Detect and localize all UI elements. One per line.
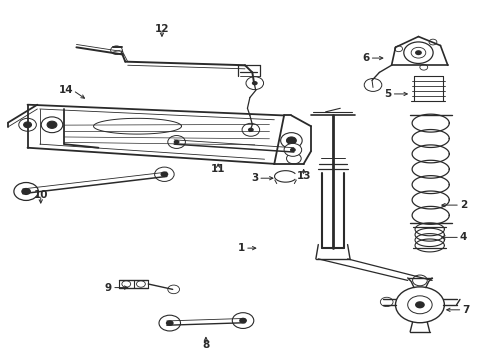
Circle shape	[248, 128, 254, 132]
Circle shape	[252, 81, 258, 85]
Text: 11: 11	[211, 164, 225, 174]
Circle shape	[166, 320, 173, 326]
Circle shape	[24, 122, 31, 128]
Circle shape	[429, 39, 437, 45]
Circle shape	[168, 285, 179, 294]
Text: 1: 1	[238, 243, 245, 253]
Circle shape	[290, 148, 296, 152]
Circle shape	[246, 77, 264, 90]
Circle shape	[415, 50, 422, 55]
Circle shape	[380, 297, 393, 307]
Circle shape	[137, 281, 146, 287]
Circle shape	[364, 78, 382, 91]
Circle shape	[232, 313, 254, 328]
Circle shape	[287, 153, 301, 164]
Circle shape	[408, 296, 432, 314]
Circle shape	[19, 118, 36, 131]
Circle shape	[395, 46, 403, 52]
Circle shape	[21, 188, 31, 195]
Circle shape	[160, 171, 168, 177]
Text: 4: 4	[460, 232, 467, 242]
Text: 6: 6	[362, 53, 369, 63]
Circle shape	[41, 117, 63, 133]
Circle shape	[239, 318, 247, 323]
Circle shape	[411, 47, 426, 58]
Circle shape	[287, 137, 296, 144]
Circle shape	[14, 183, 38, 201]
Text: 12: 12	[155, 24, 169, 35]
Text: 7: 7	[463, 305, 470, 315]
Text: 14: 14	[58, 85, 73, 95]
Circle shape	[413, 275, 427, 286]
Circle shape	[284, 143, 302, 156]
Text: 8: 8	[202, 340, 210, 350]
Text: 9: 9	[105, 283, 112, 293]
Circle shape	[281, 133, 302, 148]
Text: 3: 3	[251, 173, 258, 183]
Circle shape	[155, 167, 174, 181]
Circle shape	[168, 135, 185, 148]
Circle shape	[111, 46, 122, 54]
Circle shape	[420, 64, 428, 70]
Circle shape	[173, 140, 179, 144]
Circle shape	[415, 301, 425, 309]
Text: 10: 10	[33, 190, 48, 200]
Text: 2: 2	[460, 200, 467, 210]
Circle shape	[159, 315, 180, 331]
Circle shape	[242, 123, 260, 136]
Circle shape	[404, 42, 433, 63]
Circle shape	[395, 287, 444, 323]
Text: 5: 5	[384, 89, 392, 99]
Text: 13: 13	[296, 171, 311, 181]
Circle shape	[122, 281, 131, 287]
Circle shape	[47, 121, 57, 129]
